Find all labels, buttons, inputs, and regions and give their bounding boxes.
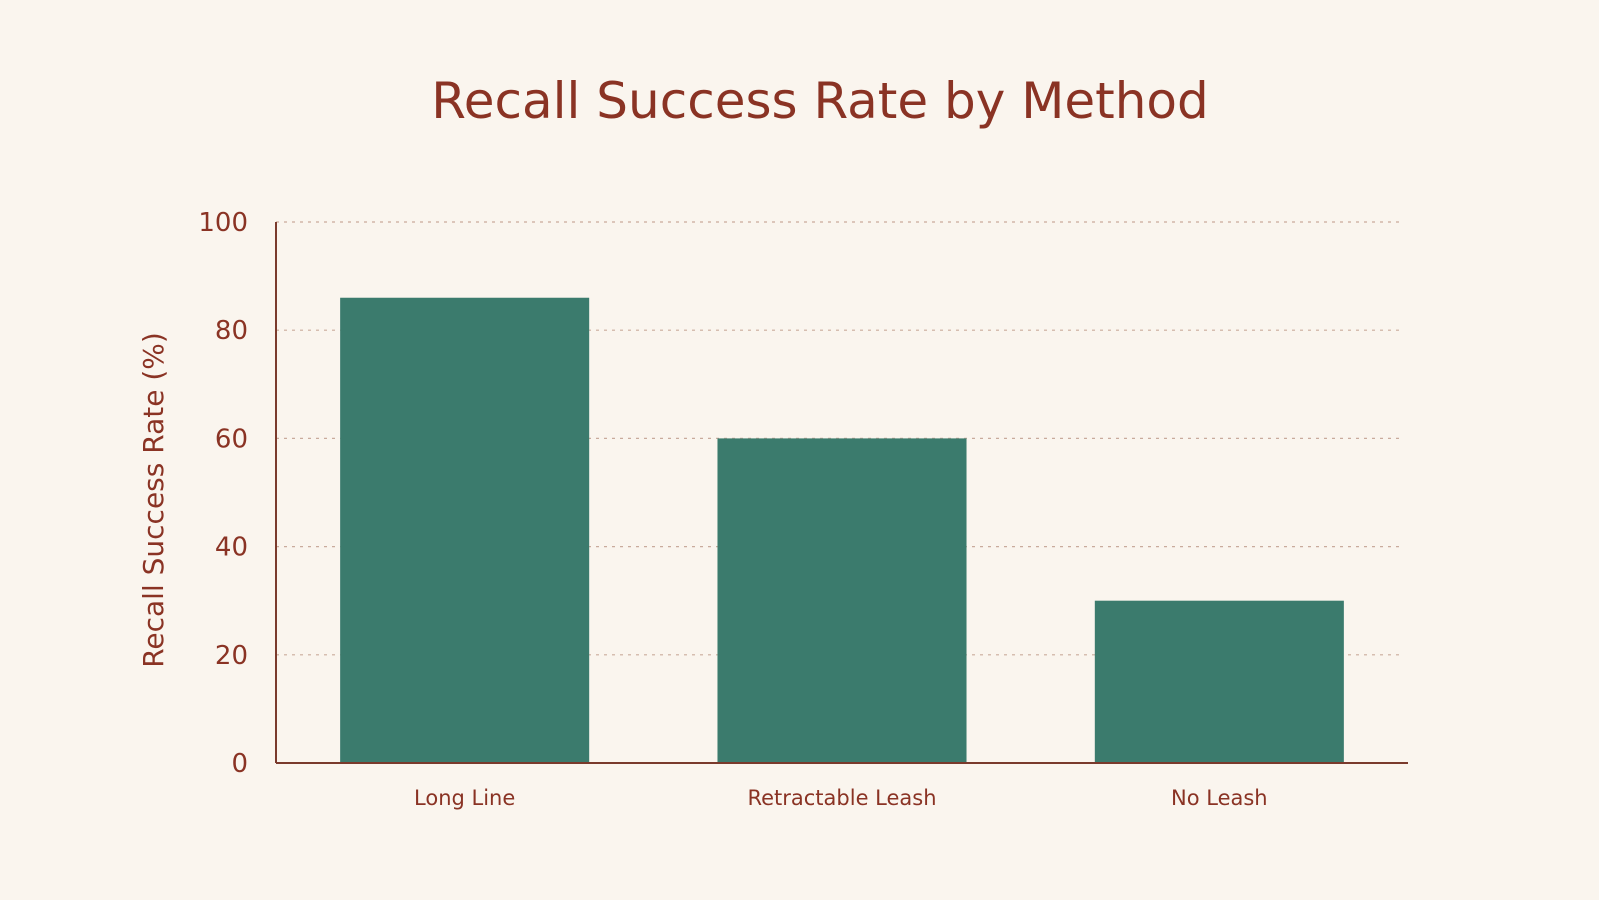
- y-tick-label: 100: [198, 208, 248, 238]
- bar-retractable-leash: [717, 438, 967, 763]
- y-axis-label: Recall Success Rate (%): [137, 332, 170, 668]
- y-tick-label: 40: [215, 533, 248, 563]
- x-tick-label: Long Line: [414, 786, 515, 810]
- axes: [275, 222, 1408, 764]
- x-tick-label: No Leash: [1171, 786, 1268, 810]
- y-tick-label: 0: [231, 749, 248, 779]
- y-tick-labels: 0 20 40 60 80 100: [198, 208, 248, 779]
- y-tick-label: 80: [215, 316, 248, 346]
- y-tick-label: 20: [215, 641, 248, 671]
- bars: [340, 297, 1344, 763]
- bar-no-leash: [1094, 600, 1344, 763]
- x-tick-labels: Long Line Retractable Leash No Leash: [414, 786, 1268, 810]
- x-tick-label: Retractable Leash: [747, 786, 936, 810]
- y-tick-label: 60: [215, 424, 248, 454]
- bar-long-line: [340, 297, 590, 763]
- chart-title: Recall Success Rate by Method: [431, 72, 1209, 130]
